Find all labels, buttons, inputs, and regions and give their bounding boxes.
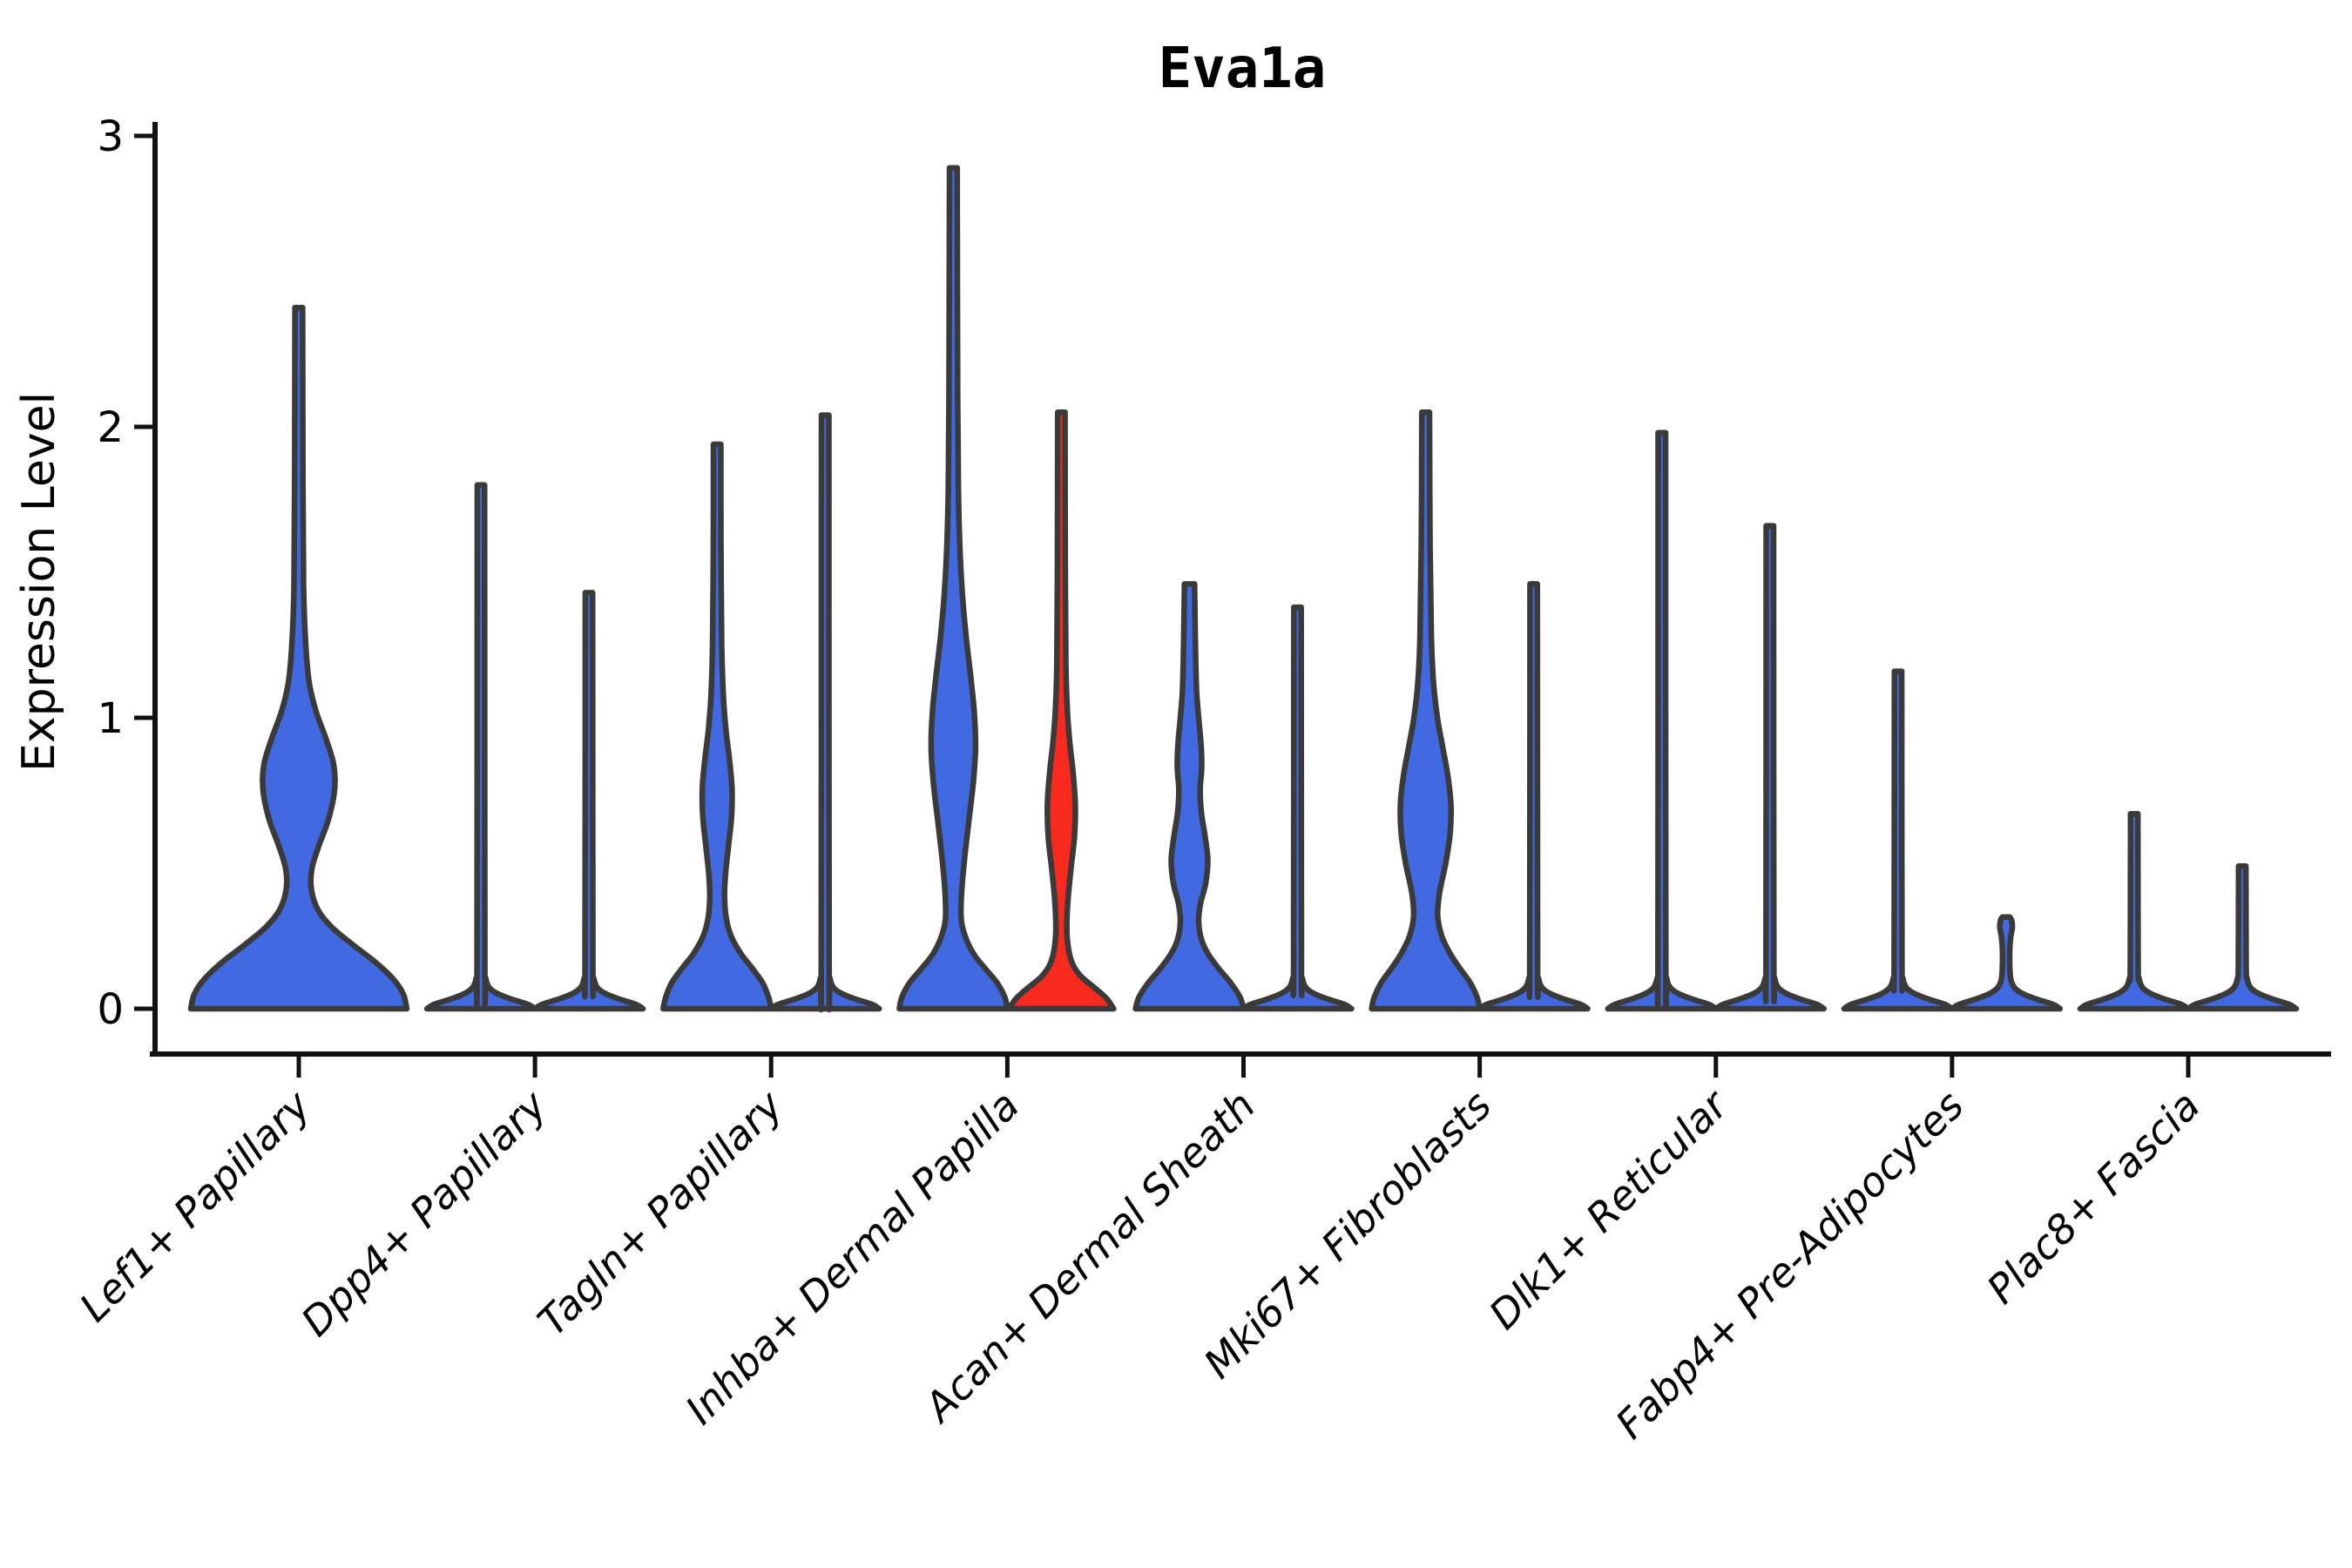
y-tick-label: 1	[97, 694, 124, 743]
violin-7-left	[1841, 668, 1956, 1012]
y-tick-label: 2	[97, 403, 124, 452]
violins-layer	[187, 165, 2300, 1012]
violin-4-left	[1132, 581, 1247, 1012]
violin-2-left	[660, 441, 774, 1012]
violin-6-left	[1605, 429, 1720, 1012]
y-tick-label: 3	[97, 112, 124, 161]
violin-1-right	[531, 590, 646, 1012]
violin-5-left	[1369, 409, 1483, 1012]
violin-3-left	[896, 165, 1010, 1012]
x-tick-label-6: Dlk1+ Reticular	[1480, 1079, 1739, 1338]
x-tick-label-8: Plac8+ Fascia	[1977, 1082, 2208, 1313]
violin-6-right	[1713, 523, 1828, 1012]
chart-title: Eva1a	[1159, 37, 1327, 101]
x-tick-label-2: Tagln+ Papillary	[529, 1081, 793, 1345]
y-axis-label: Expression Level	[13, 392, 65, 772]
violin-5-right	[1477, 581, 1591, 1012]
violin-8-right	[2185, 863, 2300, 1012]
x-tick-label-0: Lef1+ Papillary	[71, 1081, 320, 1330]
violin-7-right	[1949, 914, 2064, 1012]
violin-8-left	[2077, 810, 2192, 1012]
violin-4-right	[1240, 604, 1355, 1012]
y-tick-label: 0	[97, 985, 124, 1034]
violin-1-left	[423, 482, 538, 1012]
violin-0-center	[187, 304, 410, 1012]
x-tick-label-1: Dpp4+ Papillary	[292, 1081, 556, 1345]
violin-2-right	[768, 412, 882, 1012]
violin-3-right	[1006, 409, 1117, 1012]
